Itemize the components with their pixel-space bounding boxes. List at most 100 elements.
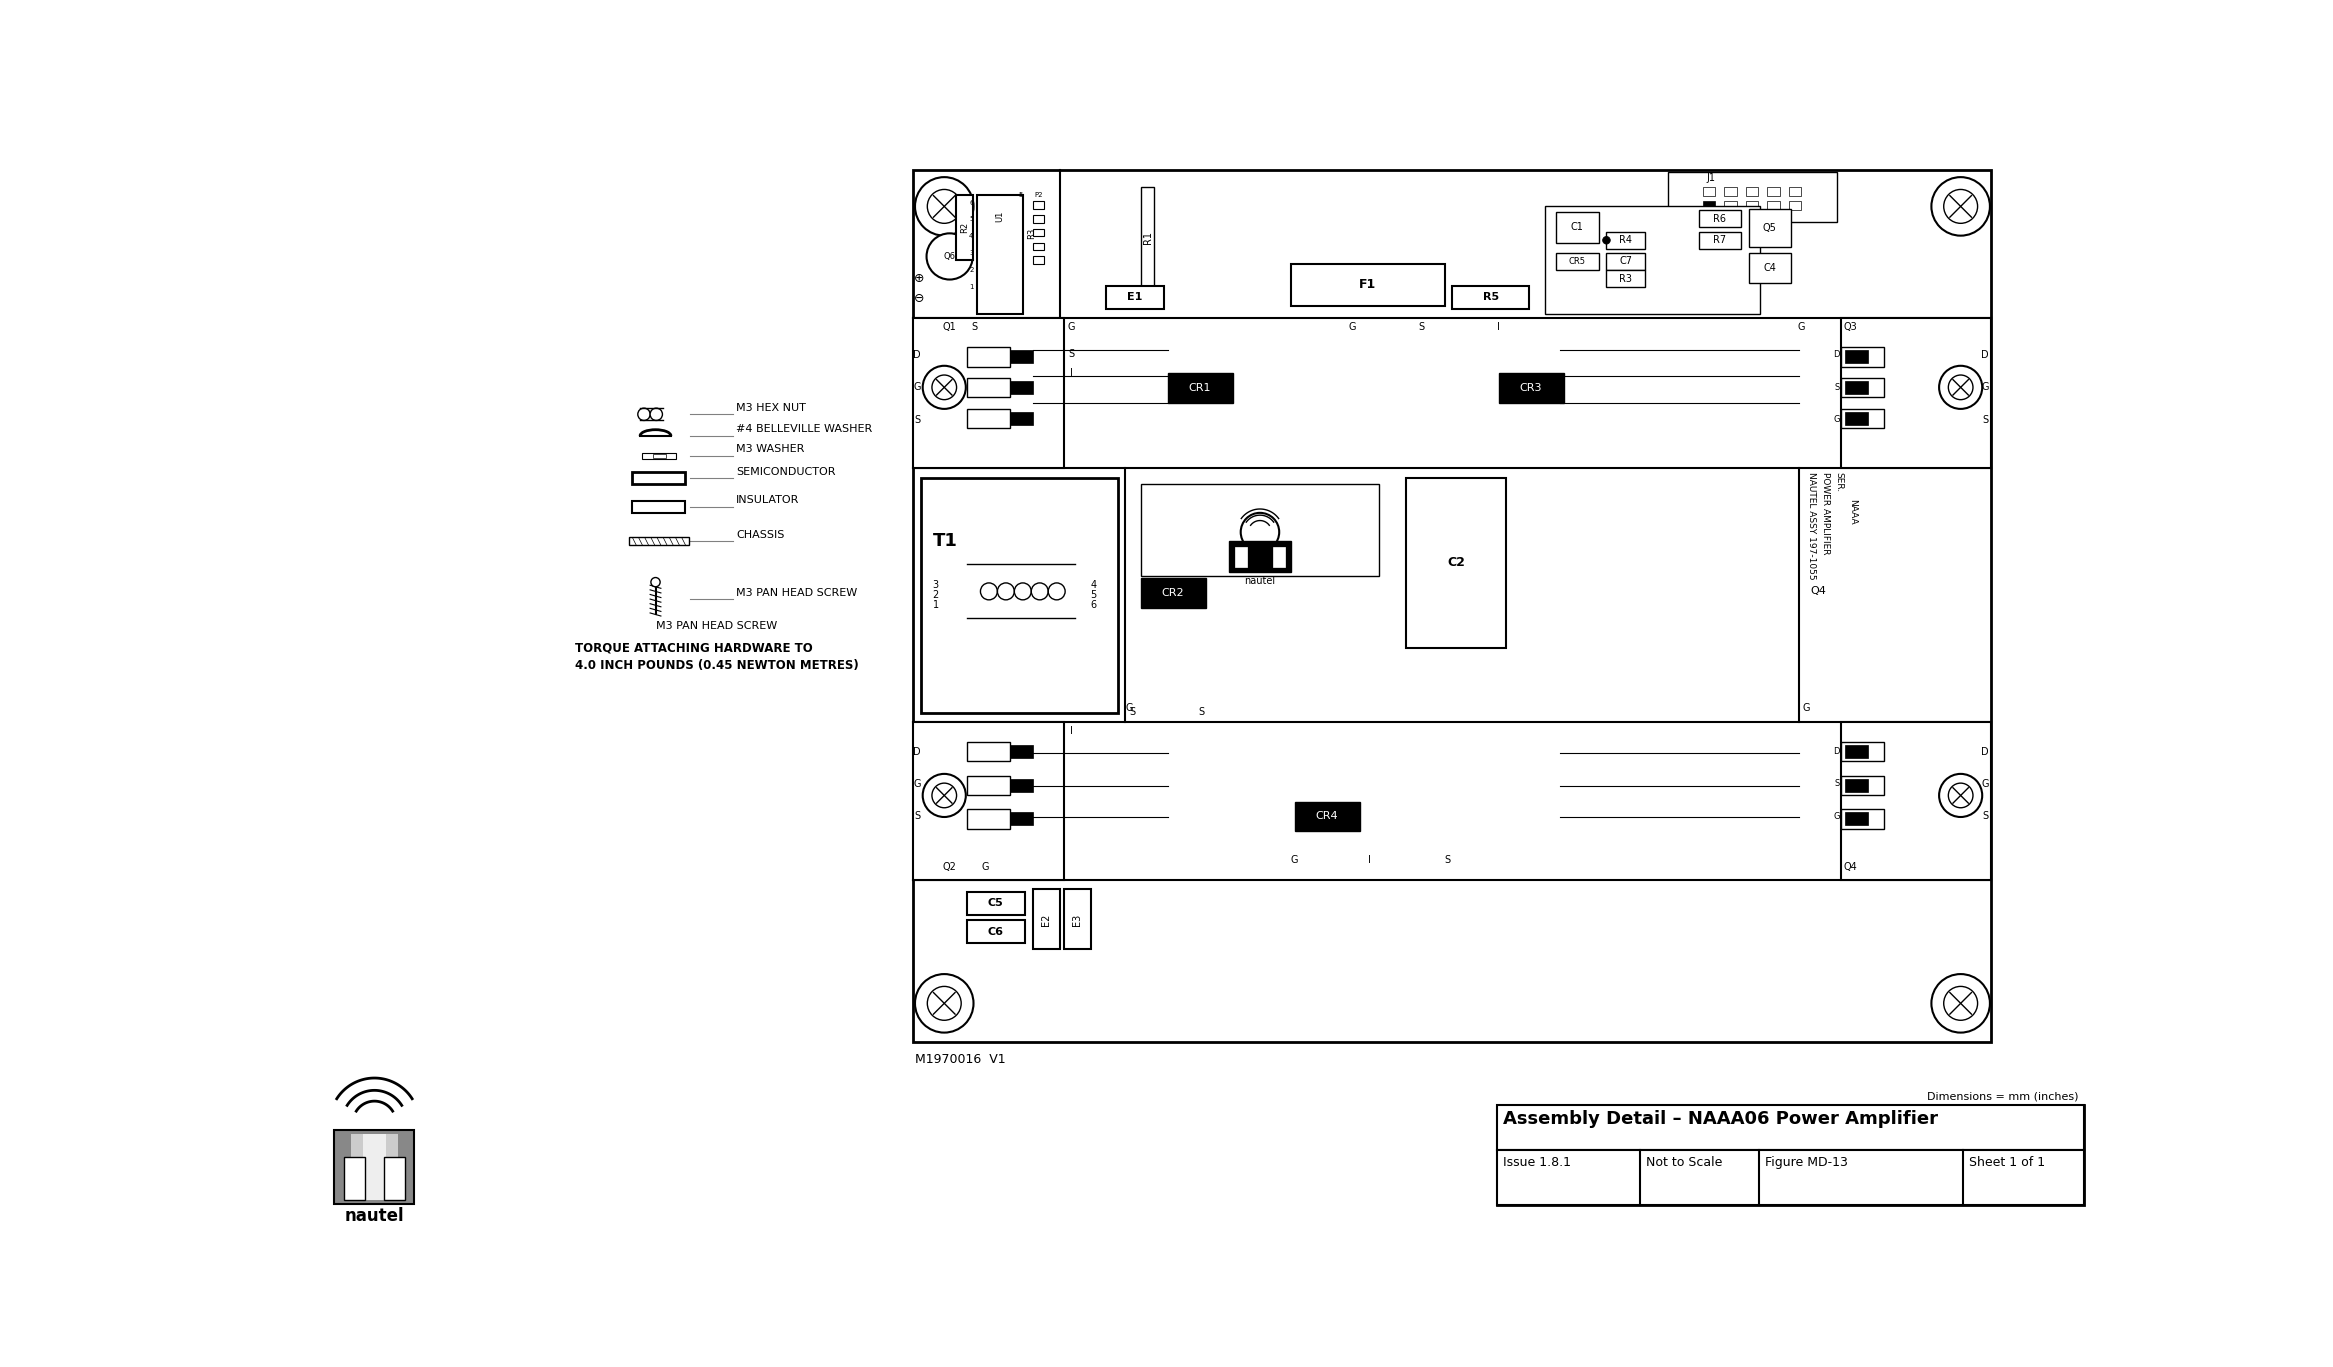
Text: R5: R5 [1484, 293, 1500, 302]
Bar [1034, 201, 1043, 209]
Text: D: D [1981, 350, 1990, 360]
Bar [1229, 541, 1290, 573]
Text: Not to Scale: Not to Scale [1645, 1156, 1722, 1169]
Text: G: G [1834, 416, 1841, 424]
Text: Q3: Q3 [1843, 321, 1857, 332]
Text: R2: R2 [959, 221, 968, 232]
Text: G: G [1799, 321, 1806, 332]
Circle shape [1943, 190, 1978, 223]
Bar [968, 409, 1010, 428]
Text: CR2: CR2 [1162, 588, 1185, 597]
Bar [1841, 319, 1992, 468]
Text: M3 PAN HEAD SCREW: M3 PAN HEAD SCREW [737, 588, 859, 597]
Bar [1010, 350, 1034, 364]
Bar [628, 537, 688, 545]
Bar [383, 1158, 406, 1200]
Circle shape [1948, 375, 1974, 399]
Circle shape [1939, 774, 1983, 817]
Bar [1010, 745, 1034, 757]
Bar [1845, 779, 1869, 793]
Text: S: S [1129, 707, 1136, 716]
Text: R3: R3 [1027, 228, 1036, 239]
Bar [1841, 347, 1883, 366]
Text: G: G [1834, 812, 1841, 820]
Bar [968, 347, 1010, 366]
Text: M3 WASHER: M3 WASHER [737, 444, 805, 454]
Bar [632, 500, 686, 513]
Bar [957, 195, 973, 260]
Bar [1034, 242, 1043, 250]
Bar [352, 1135, 397, 1200]
Text: 2: 2 [968, 268, 973, 273]
Circle shape [651, 409, 663, 421]
Text: I: I [1071, 368, 1073, 379]
Text: SEMICONDUCTOR: SEMICONDUCTOR [737, 466, 835, 477]
Text: 4.0 INCH POUNDS (0.45 NEWTON METRES): 4.0 INCH POUNDS (0.45 NEWTON METRES) [574, 659, 859, 673]
Bar [1768, 187, 1780, 197]
Text: J1: J1 [1705, 174, 1715, 183]
Bar [1290, 264, 1444, 306]
Bar [1556, 253, 1598, 269]
Circle shape [651, 577, 660, 586]
Text: D: D [1834, 746, 1841, 756]
Text: E2: E2 [1041, 913, 1050, 925]
Circle shape [931, 783, 957, 808]
Text: INSULATOR: INSULATOR [737, 495, 800, 506]
Bar [1498, 1105, 2083, 1150]
Text: CHASSIS: CHASSIS [737, 530, 784, 540]
Text: S: S [971, 321, 978, 332]
Bar [1841, 776, 1883, 796]
Bar [1141, 578, 1206, 607]
Bar [968, 776, 1010, 796]
Bar [1064, 890, 1090, 950]
Circle shape [931, 375, 957, 399]
Bar [642, 452, 677, 459]
Text: G: G [915, 383, 922, 392]
Text: 6: 6 [1090, 600, 1097, 610]
Text: S: S [1834, 779, 1841, 789]
Circle shape [915, 178, 973, 235]
Bar [1556, 212, 1598, 242]
Text: Q1: Q1 [943, 321, 957, 332]
Text: G: G [1290, 854, 1297, 865]
Bar [1034, 215, 1043, 223]
Text: E3: E3 [1071, 913, 1083, 925]
Bar [343, 1158, 366, 1200]
Bar [1141, 484, 1379, 576]
Text: S: S [1069, 349, 1076, 360]
Text: Issue 1.8.1: Issue 1.8.1 [1502, 1156, 1572, 1169]
Text: I: I [1367, 854, 1369, 865]
Bar [1750, 209, 1792, 247]
Text: D: D [915, 746, 922, 756]
Text: TORQUE ATTACHING HARDWARE TO: TORQUE ATTACHING HARDWARE TO [574, 641, 812, 655]
Text: 4: 4 [968, 234, 973, 239]
Bar [1544, 206, 1761, 314]
Bar [915, 319, 1064, 468]
Bar [653, 454, 665, 458]
Bar [1668, 172, 1838, 221]
Bar [1166, 373, 1234, 403]
Text: 5: 5 [1090, 589, 1097, 600]
Text: G: G [1981, 383, 1990, 392]
Bar [1698, 211, 1740, 227]
Text: U1: U1 [996, 211, 1003, 221]
Bar [1841, 809, 1883, 828]
Bar [1034, 890, 1059, 950]
Text: 3: 3 [933, 580, 938, 589]
Text: R1: R1 [1143, 231, 1153, 243]
Bar [978, 195, 1022, 314]
Text: ⊕: ⊕ [915, 272, 924, 284]
Bar [1607, 253, 1645, 269]
Text: 1: 1 [968, 284, 973, 290]
Text: S: S [1199, 707, 1204, 716]
Bar [922, 478, 1118, 714]
Circle shape [637, 409, 651, 421]
Text: Sheet 1 of 1: Sheet 1 of 1 [1969, 1156, 2046, 1169]
Bar [1841, 741, 1883, 761]
Text: C2: C2 [1446, 556, 1465, 570]
Text: T1: T1 [933, 532, 957, 551]
Text: M3 HEX NUT: M3 HEX NUT [737, 403, 807, 413]
Text: S: S [915, 414, 922, 425]
Text: SER.: SER. [1834, 472, 1843, 492]
Bar [1234, 547, 1246, 567]
